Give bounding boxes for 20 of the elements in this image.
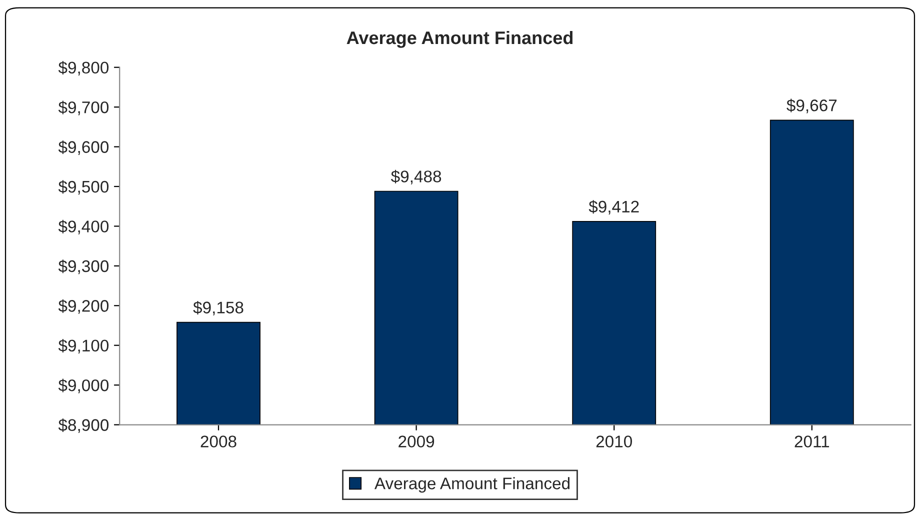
- y-tick-label: $9,800: [58, 61, 109, 76]
- chart-title: Average Amount Financed: [346, 30, 573, 48]
- x-tick-label: 2009: [398, 436, 434, 448]
- x-tick-label: 2011: [794, 436, 830, 448]
- data-label: $9,667: [786, 98, 837, 114]
- y-tick-label: $9,100: [58, 339, 109, 354]
- x-tick-label: 2010: [596, 436, 632, 448]
- y-tick-label: $9,600: [58, 140, 109, 155]
- y-tick-label: $9,700: [58, 100, 109, 116]
- data-label: $9,158: [193, 300, 244, 316]
- x-tick-label: 2008: [200, 436, 236, 448]
- legend-label: Average Amount Financed: [374, 477, 570, 493]
- y-tick-label: $9,200: [58, 299, 109, 314]
- y-tick-label: $9,300: [58, 260, 109, 274]
- data-label: $9,488: [390, 170, 442, 184]
- y-tick-label: $9,400: [58, 220, 109, 234]
- data-label: $9,412: [588, 200, 639, 215]
- y-tick-label: $8,900: [58, 418, 109, 433]
- y-tick-label: $9,500: [58, 180, 109, 195]
- y-tick-label: $9,000: [58, 378, 109, 394]
